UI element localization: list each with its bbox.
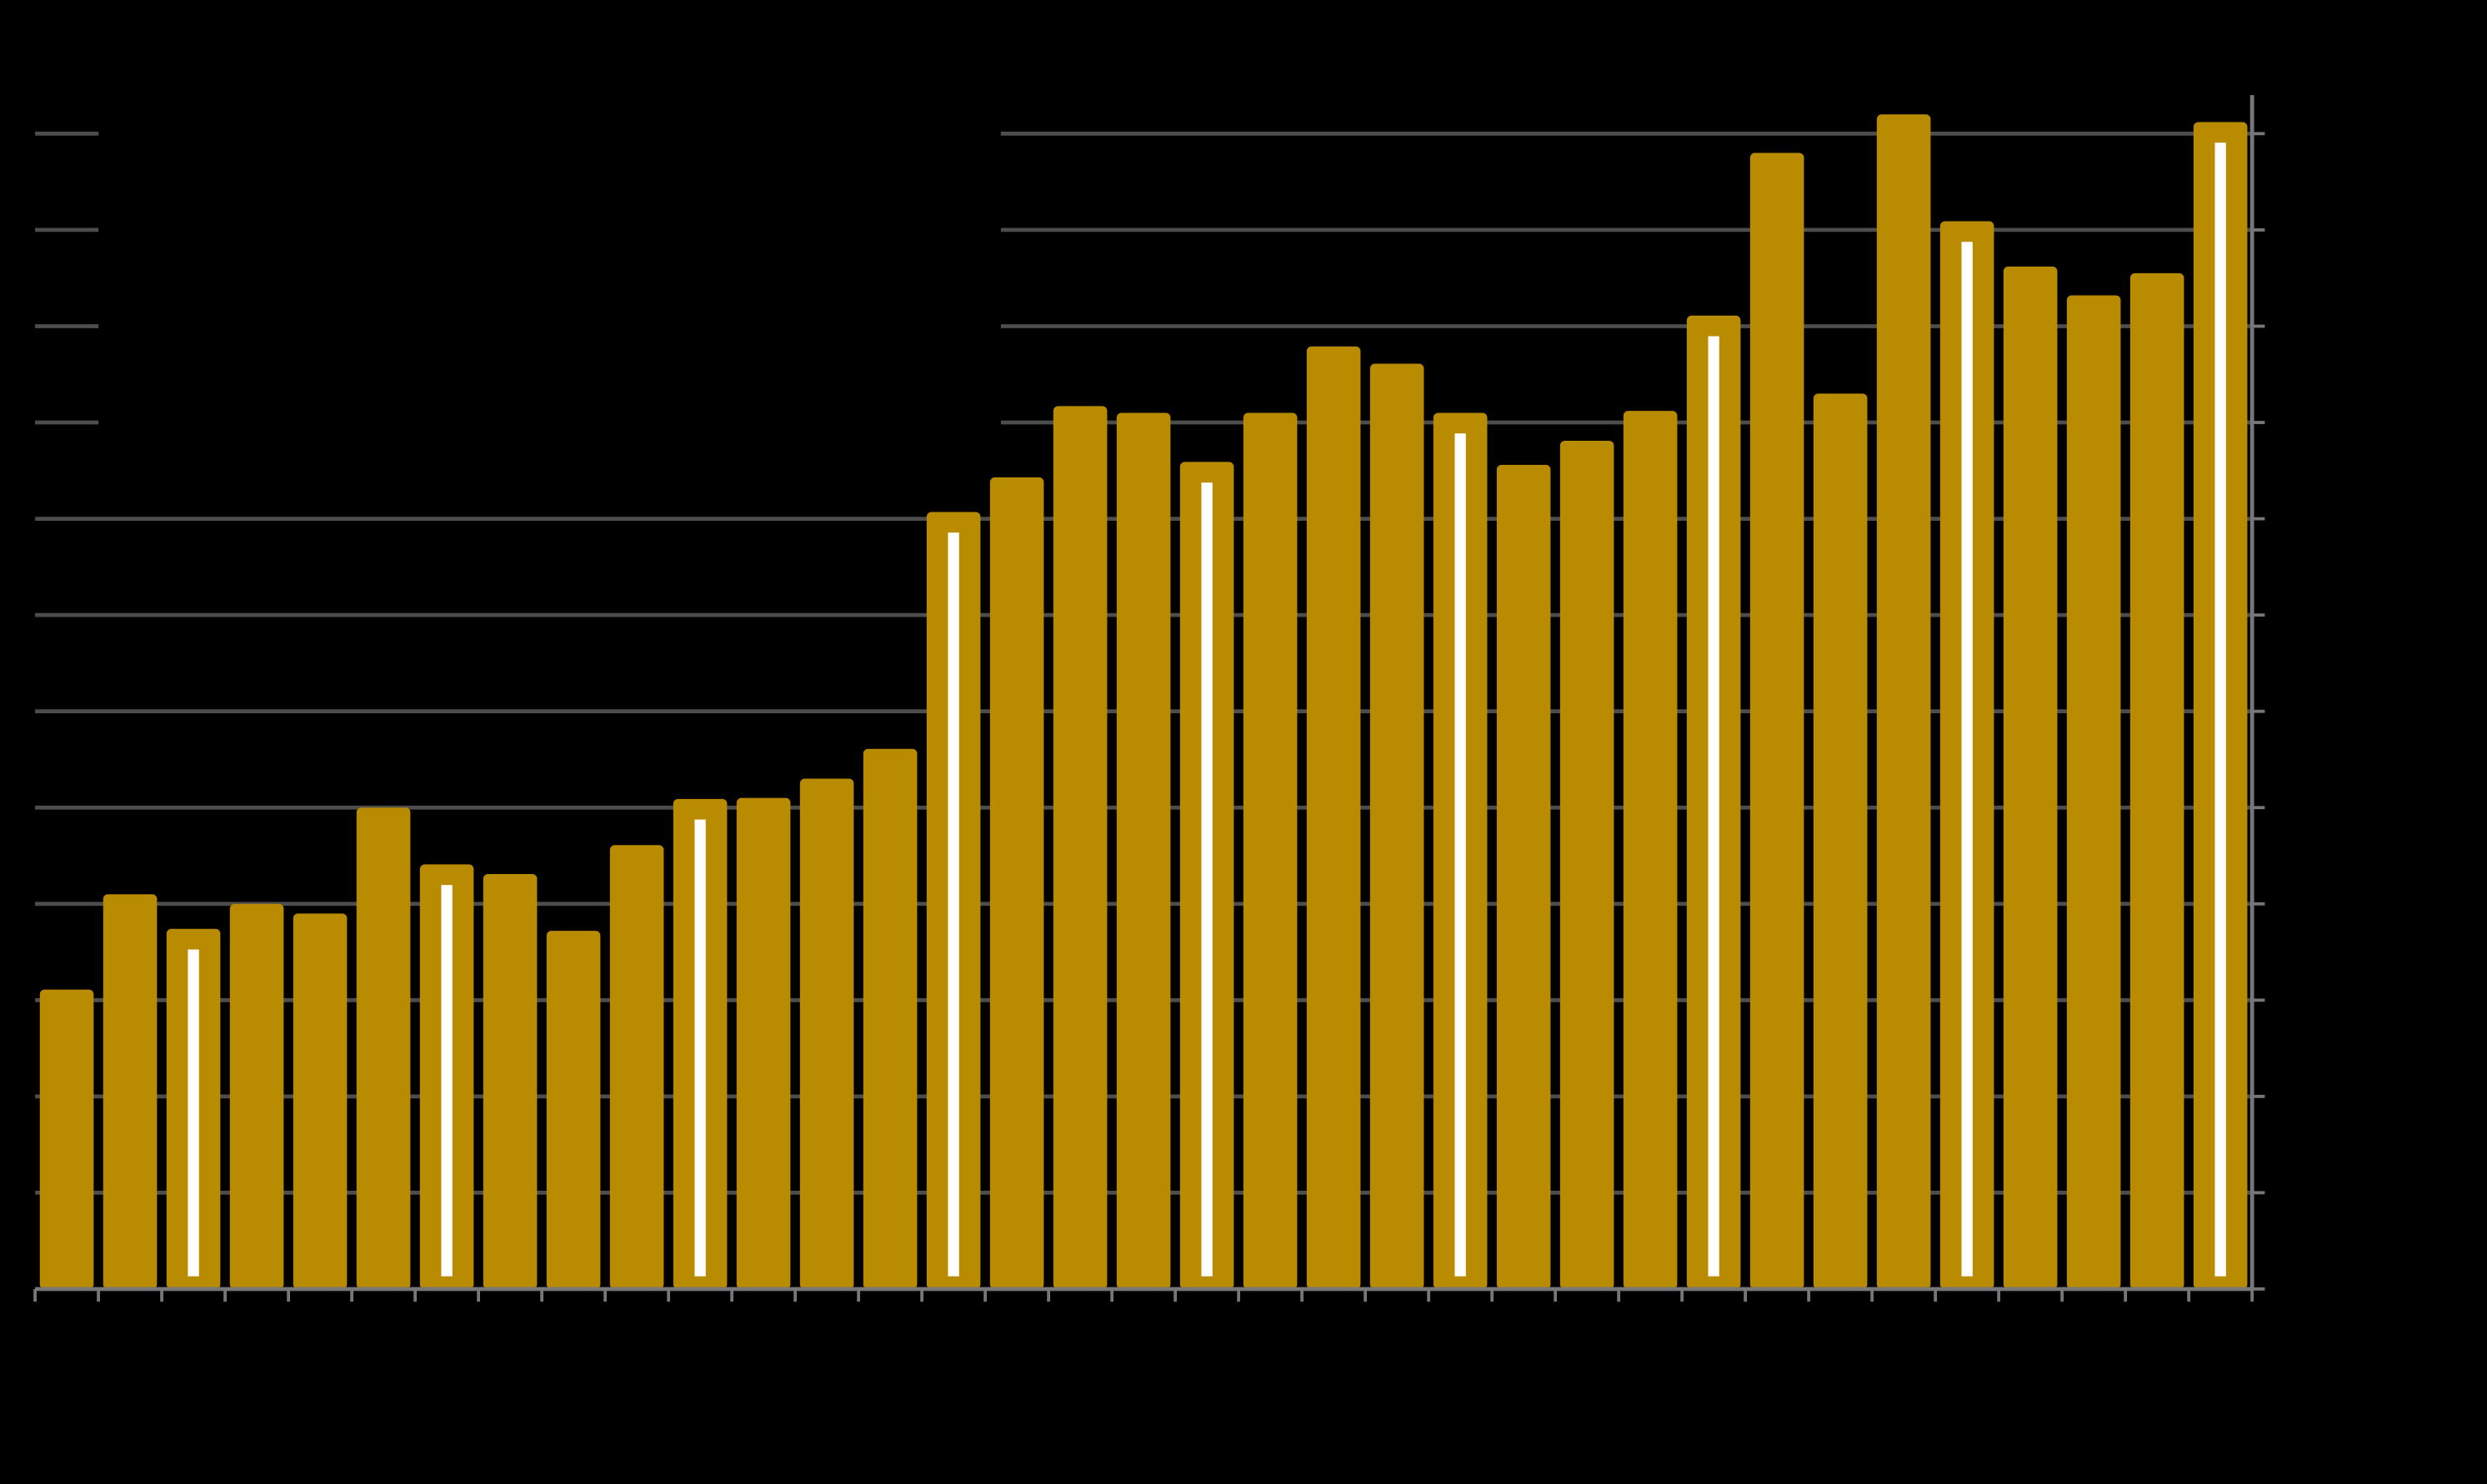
bar (229, 903, 284, 1289)
bar (1116, 412, 1171, 1289)
bar-highlight (1201, 482, 1213, 1277)
bar (293, 913, 348, 1289)
bar (483, 873, 538, 1289)
bar-highlight (188, 949, 199, 1277)
axes (33, 95, 2265, 1302)
bar (863, 748, 918, 1289)
bar (546, 931, 601, 1289)
legend-area (98, 107, 1001, 473)
bar-highlight (1961, 242, 1973, 1277)
bar-highlight (694, 819, 706, 1277)
bar (1813, 393, 1868, 1289)
bar (1623, 411, 1678, 1289)
bar-highlight (1454, 433, 1466, 1277)
bar (736, 797, 791, 1289)
bar (103, 894, 158, 1289)
bar (1749, 152, 1804, 1289)
bar (1496, 464, 1551, 1289)
bar-highlight (948, 532, 959, 1277)
bar (2003, 266, 2058, 1289)
bar (1053, 406, 1108, 1289)
bar (1306, 346, 1361, 1289)
bar (1876, 114, 1931, 1289)
bar (1369, 363, 1424, 1289)
bar (609, 845, 664, 1289)
bar (1559, 440, 1614, 1289)
bars (39, 114, 2248, 1289)
bar (356, 807, 411, 1289)
bar (2066, 295, 2121, 1289)
bar (989, 477, 1044, 1289)
bar-highlight (441, 885, 453, 1277)
bar-highlight (2214, 142, 2226, 1277)
bar (1243, 412, 1298, 1289)
bar (39, 989, 94, 1289)
bar (2129, 272, 2184, 1289)
bar (799, 778, 854, 1289)
bar-highlight (1708, 336, 1719, 1277)
